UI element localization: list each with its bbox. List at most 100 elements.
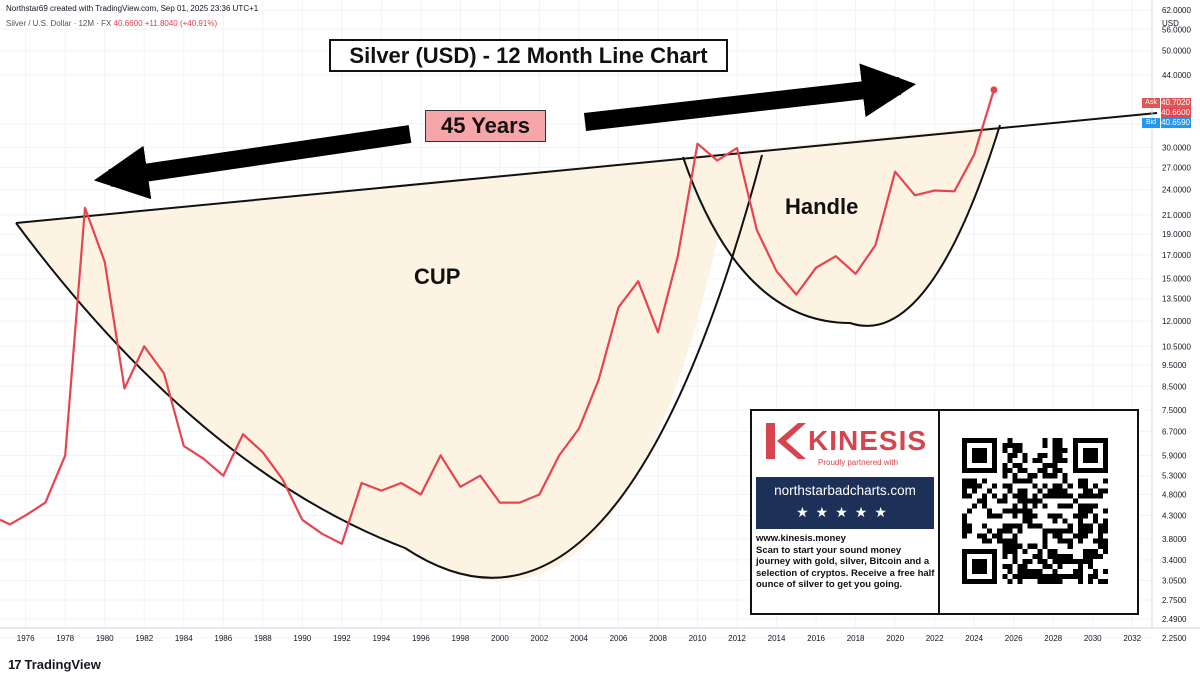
x-tick-label: 2032: [1123, 634, 1141, 643]
qr-module: [1062, 478, 1068, 484]
qr-module: [1032, 458, 1038, 464]
symbol-name: Silver / U.S. Dollar · 12M · FX: [6, 19, 112, 28]
qr-module: [1027, 513, 1033, 519]
last-point-marker: [990, 86, 998, 94]
qr-module: [1042, 483, 1048, 489]
qr-module: [967, 483, 973, 489]
qr-module: [1002, 543, 1008, 549]
x-tick-label: 2026: [1005, 634, 1023, 643]
qr-module: [1047, 573, 1053, 579]
qr-module: [1002, 463, 1008, 469]
qr-module: [962, 488, 968, 494]
qr-module: [1082, 523, 1088, 529]
qr-module: [1042, 573, 1048, 579]
qr-module: [1077, 573, 1083, 579]
qr-module: [1077, 483, 1083, 489]
qr-module: [1007, 453, 1013, 459]
qr-module: [1062, 528, 1068, 534]
kinesis-brand: KINESIS: [808, 425, 928, 456]
last-price-badge: 40.6600: [1161, 108, 1191, 118]
y-tick-label: 17.0000: [1162, 251, 1191, 260]
qr-module: [1102, 578, 1108, 584]
y-tick-label: 15.0000: [1162, 275, 1191, 284]
tradingview-text: TradingView: [24, 657, 101, 672]
cup-fill: [16, 155, 762, 582]
qr-module: [1057, 513, 1063, 519]
qr-module: [1027, 498, 1033, 504]
qr-module: [1047, 473, 1053, 479]
qr-module: [1012, 508, 1018, 514]
qr-module: [1037, 568, 1043, 574]
qr-module: [1012, 543, 1018, 549]
qr-finder-core: [972, 448, 988, 464]
qr-module: [1037, 458, 1043, 464]
created-by-text: Northstar69 created with TradingView.com…: [6, 4, 259, 13]
qr-module: [1052, 548, 1058, 554]
qr-module: [1022, 548, 1028, 554]
x-tick-label: 2022: [926, 634, 944, 643]
qr-module: [1077, 508, 1083, 514]
qr-module: [1042, 578, 1048, 584]
qr-module: [1077, 578, 1083, 584]
qr-module: [1017, 543, 1023, 549]
qr-module: [1037, 578, 1043, 584]
qr-module: [1017, 528, 1023, 534]
kinesis-k-icon: [766, 423, 806, 459]
qr-module: [1007, 528, 1013, 534]
qr-module: [1092, 548, 1098, 554]
qr-module: [997, 498, 1003, 504]
qr-module: [1052, 438, 1058, 444]
qr-module: [1052, 573, 1058, 579]
qr-module: [1102, 543, 1108, 549]
qr-module: [1002, 473, 1008, 479]
x-tick-label: 2014: [768, 634, 786, 643]
qr-module: [1017, 568, 1023, 574]
promo-body: Scan to start your sound money journey w…: [756, 544, 935, 591]
change-value: +11.8040 (+40.91%): [144, 19, 218, 28]
qr-module: [1022, 573, 1028, 579]
qr-module: [1042, 438, 1048, 444]
qr-module: [962, 513, 968, 519]
promo-url[interactable]: www.kinesis.money: [756, 533, 846, 544]
x-tick-label: 2000: [491, 634, 509, 643]
qr-module: [1067, 553, 1073, 559]
qr-module: [1012, 573, 1018, 579]
qr-module: [1022, 458, 1028, 464]
resistance-line: [15, 112, 1158, 224]
qr-module: [1047, 493, 1053, 499]
qr-module: [1007, 508, 1013, 514]
qr-module: [982, 498, 988, 504]
qr-module: [1057, 443, 1063, 449]
qr-module: [1007, 538, 1013, 544]
qr-finder-core: [1082, 448, 1098, 464]
qr-module: [1067, 573, 1073, 579]
qr-module: [1042, 468, 1048, 474]
qr-module: [977, 483, 983, 489]
qr-module: [1087, 553, 1093, 559]
qr-module: [982, 523, 988, 529]
qr-module: [1057, 453, 1063, 459]
qr-module: [1087, 493, 1093, 499]
x-tick-label: 1978: [56, 634, 74, 643]
qr-module: [1002, 538, 1008, 544]
qr-module: [1102, 518, 1108, 524]
qr-module: [967, 523, 973, 529]
qr-module: [967, 508, 973, 514]
qr-module: [1032, 503, 1038, 509]
qr-module: [1072, 498, 1078, 504]
qr-module: [1052, 453, 1058, 459]
qr-module: [1002, 573, 1008, 579]
promo-panel[interactable]: KINESIS Proudly partnered with northstar…: [750, 409, 1139, 615]
cup-label: CUP: [414, 264, 461, 289]
qr-module: [1037, 498, 1043, 504]
qr-module: [1077, 518, 1083, 524]
qr-module: [1062, 488, 1068, 494]
qr-module: [1057, 483, 1063, 489]
qr-code-icon[interactable]: [962, 431, 1108, 591]
northstar-banner[interactable]: northstarbadcharts.com ★★★★★: [756, 477, 934, 529]
qr-module: [1102, 568, 1108, 574]
qr-module: [1102, 523, 1108, 529]
x-tick-label: 2004: [570, 634, 588, 643]
y-tick-label: 3.0500: [1162, 576, 1187, 585]
qr-module: [1012, 533, 1018, 539]
